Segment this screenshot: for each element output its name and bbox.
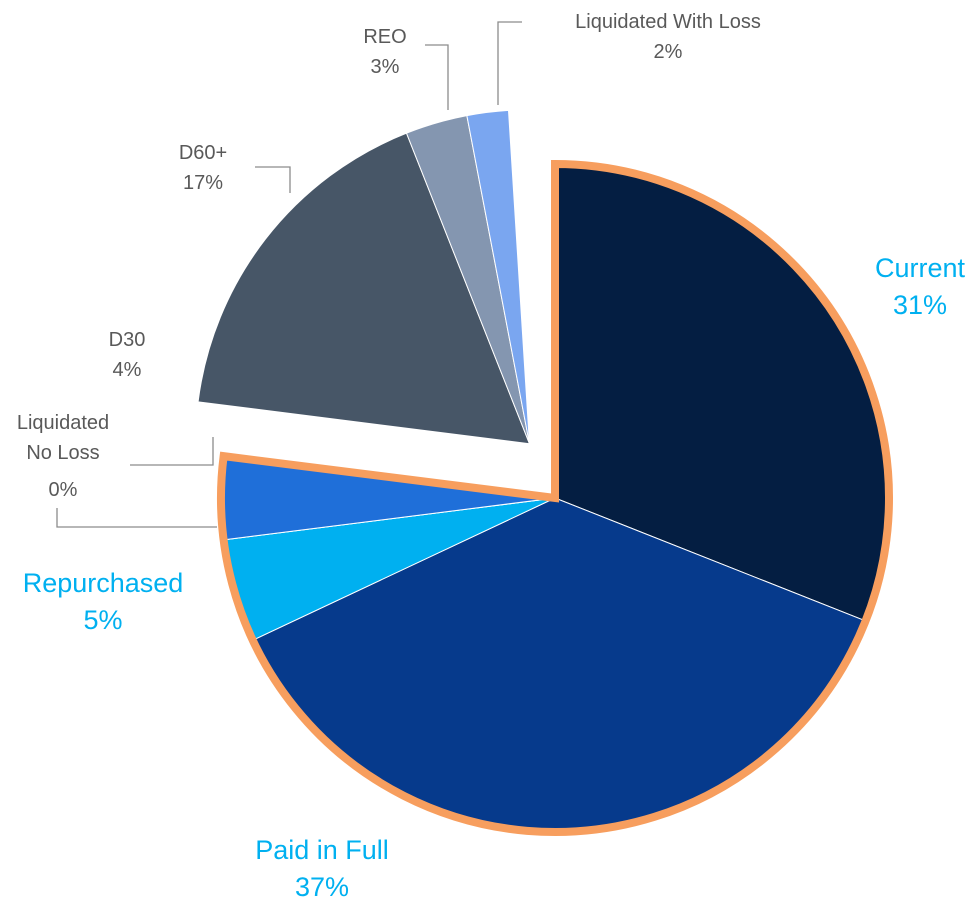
slice-label: Current — [874, 253, 966, 283]
pie-slice — [466, 109, 530, 444]
slice-label: Repurchased — [22, 568, 184, 598]
slice-value-label: 17% — [182, 172, 224, 194]
slice-label: REO — [363, 26, 407, 48]
slice-label: Liquidated No Loss — [16, 412, 110, 464]
leader-line — [255, 166, 291, 193]
pie-slice — [197, 132, 531, 445]
slice-label: Paid in Full — [255, 835, 389, 865]
slice-value-label: 2% — [653, 41, 683, 63]
leader-line — [497, 21, 522, 105]
slice-value-label: 3% — [370, 56, 400, 78]
slice-value-label: 0% — [48, 479, 78, 501]
highlight-outline — [217, 159, 893, 836]
slice-label: Liquidated With Loss — [575, 11, 761, 33]
leader-line — [56, 508, 217, 528]
slice-value-label: 31% — [892, 290, 948, 320]
slice-value-label: 4% — [112, 359, 142, 381]
slice-value-label: 37% — [294, 872, 350, 900]
slice-value-label: 5% — [83, 605, 123, 635]
leader-line — [130, 437, 214, 466]
slice-label: D60+ — [178, 142, 228, 164]
leader-line — [425, 44, 449, 110]
slice-label: D30 — [108, 329, 146, 351]
